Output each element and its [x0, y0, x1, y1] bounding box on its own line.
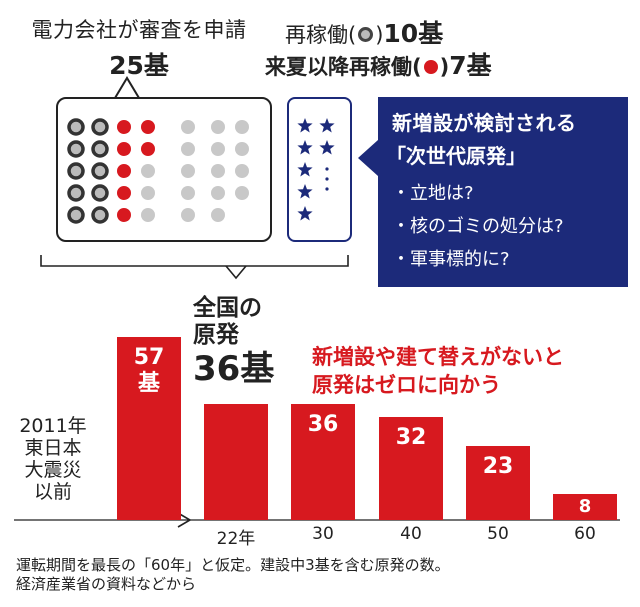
- applied-reactor-dot: [235, 164, 249, 178]
- applied-reactor-dot: [235, 120, 249, 134]
- next-summer-reactor-dot: [141, 142, 155, 156]
- applied-reactor-dot: [211, 208, 225, 222]
- applied-reactor-dot: [211, 142, 225, 156]
- applied-reactor-dot: [181, 164, 195, 178]
- restarted-reactor-dot: [67, 184, 85, 202]
- legend-next-summer-prefix: 来夏以降再稼働(: [265, 55, 422, 79]
- pre-2011-label: 2011年 東日本 大震災 以前: [14, 415, 92, 503]
- new-build-star-box: [287, 97, 352, 242]
- legend-restarted-count: 10基: [383, 19, 444, 48]
- star-icon: [319, 118, 335, 133]
- pre-label-line: 以前: [33, 481, 72, 503]
- bottom-bracket: [40, 255, 349, 267]
- legend-next-summer-count: 7基: [449, 51, 492, 80]
- applied-reactor-dot: [181, 186, 195, 200]
- restarted-reactor-dot: [67, 162, 85, 180]
- restarted-reactor-dot: [91, 162, 109, 180]
- star-icon: [297, 184, 313, 199]
- applied-line2: 25基: [109, 51, 169, 80]
- restarted-reactor-dot: [91, 140, 109, 158]
- next-gen-callout: 新増設が検討される 「次世代原発」 ・立地は? ・核のゴミの処分は? ・軍事標的…: [378, 97, 628, 287]
- callout-item: ・立地は?: [392, 183, 474, 204]
- applied-reactor-dot: [211, 164, 225, 178]
- callout-pointer: [358, 140, 378, 176]
- restarted-reactor-dot: [91, 118, 109, 136]
- callout-item: ・核のゴミの処分は?: [392, 216, 564, 237]
- star-icon: [297, 118, 313, 133]
- pre-label-line: 東日本: [24, 437, 82, 459]
- legend-next-summer: 来夏以降再稼働()7基: [265, 46, 492, 82]
- next-summer-reactor-dot: [117, 164, 131, 178]
- applied-reactor-dot: [141, 164, 155, 178]
- footer-note: 運転期間を最長の「60年」と仮定。建設中3基を含む原発の数。 経済産業省の資料な…: [16, 556, 450, 594]
- reactor-waffle-box: [56, 97, 272, 242]
- reactor-waffle: [67, 118, 249, 224]
- callout-title2: 「次世代原発」: [386, 144, 526, 168]
- applied-reactor-dot: [181, 142, 195, 156]
- applied-reactor-dot: [141, 186, 155, 200]
- footer-line1: 運転期間を最長の「60年」と仮定。建設中3基を含む原発の数。: [16, 556, 450, 574]
- next-summer-reactor-dot: [141, 120, 155, 134]
- restarted-reactor-dot: [67, 118, 85, 136]
- ellipsis-dot: [325, 167, 329, 171]
- applied-reactor-dot: [211, 120, 225, 134]
- callout-title1: 新増設が検討される: [392, 111, 577, 135]
- legend-restarted: 再稼働()10基: [285, 14, 443, 50]
- applied-reactor-dot: [181, 120, 195, 134]
- total-label: 全国の 原発 36基: [193, 295, 303, 389]
- legend-restarted-suffix: ): [375, 23, 384, 47]
- callout-item: ・軍事標的に?: [392, 249, 510, 270]
- star-icon: [297, 162, 313, 177]
- zero-warning-line2: 原発はゼロに向かう: [312, 373, 501, 397]
- reactor-box-pointer: [113, 76, 141, 99]
- applied-reactor-dot: [235, 142, 249, 156]
- next-summer-reactor-dot: [117, 208, 131, 222]
- legend-next-summer-suffix: ): [439, 55, 450, 79]
- bracket-pointer: [225, 265, 247, 280]
- restarted-reactor-dot: [91, 206, 109, 224]
- new-build-stars: [297, 118, 335, 221]
- applied-reactor-dot: [141, 208, 155, 222]
- red-dot-icon: [423, 59, 438, 74]
- star-icon: [319, 140, 335, 155]
- next-summer-reactor-dot: [117, 186, 131, 200]
- pre-label-line: 2011年: [19, 415, 87, 437]
- star-icon: [297, 206, 313, 221]
- star-icon: [297, 140, 313, 155]
- pre-label-line: 大震災: [24, 459, 82, 481]
- gray-dot-icon: [358, 27, 374, 42]
- next-summer-reactor-dot: [117, 120, 131, 134]
- footer-line2: 経済産業省の資料などから: [16, 575, 197, 593]
- applied-line1: 電力会社が審査を申請: [31, 18, 247, 42]
- applied-reactor-dot: [235, 186, 249, 200]
- ellipsis-dot: [325, 177, 329, 181]
- applied-reactor-dot: [211, 186, 225, 200]
- total-count: 36基: [193, 349, 275, 389]
- zero-warning-line1: 新増設や建て替えがないと: [312, 345, 564, 369]
- legend-restarted-prefix: 再稼働(: [285, 23, 357, 47]
- restarted-reactor-dot: [67, 206, 85, 224]
- arrow-right-icon: [177, 512, 192, 528]
- applied-reactor-dot: [181, 208, 195, 222]
- restarted-reactor-dot: [67, 140, 85, 158]
- total-line2: 原発: [193, 322, 239, 348]
- next-summer-reactor-dot: [117, 142, 131, 156]
- zero-warning: 新増設や建て替えがないと 原発はゼロに向かう: [312, 343, 564, 399]
- ellipsis-dot: [325, 187, 329, 191]
- restarted-reactor-dot: [91, 184, 109, 202]
- applied-header: 電力会社が審査を申請 25基: [14, 14, 264, 82]
- total-line1: 全国の: [193, 295, 262, 321]
